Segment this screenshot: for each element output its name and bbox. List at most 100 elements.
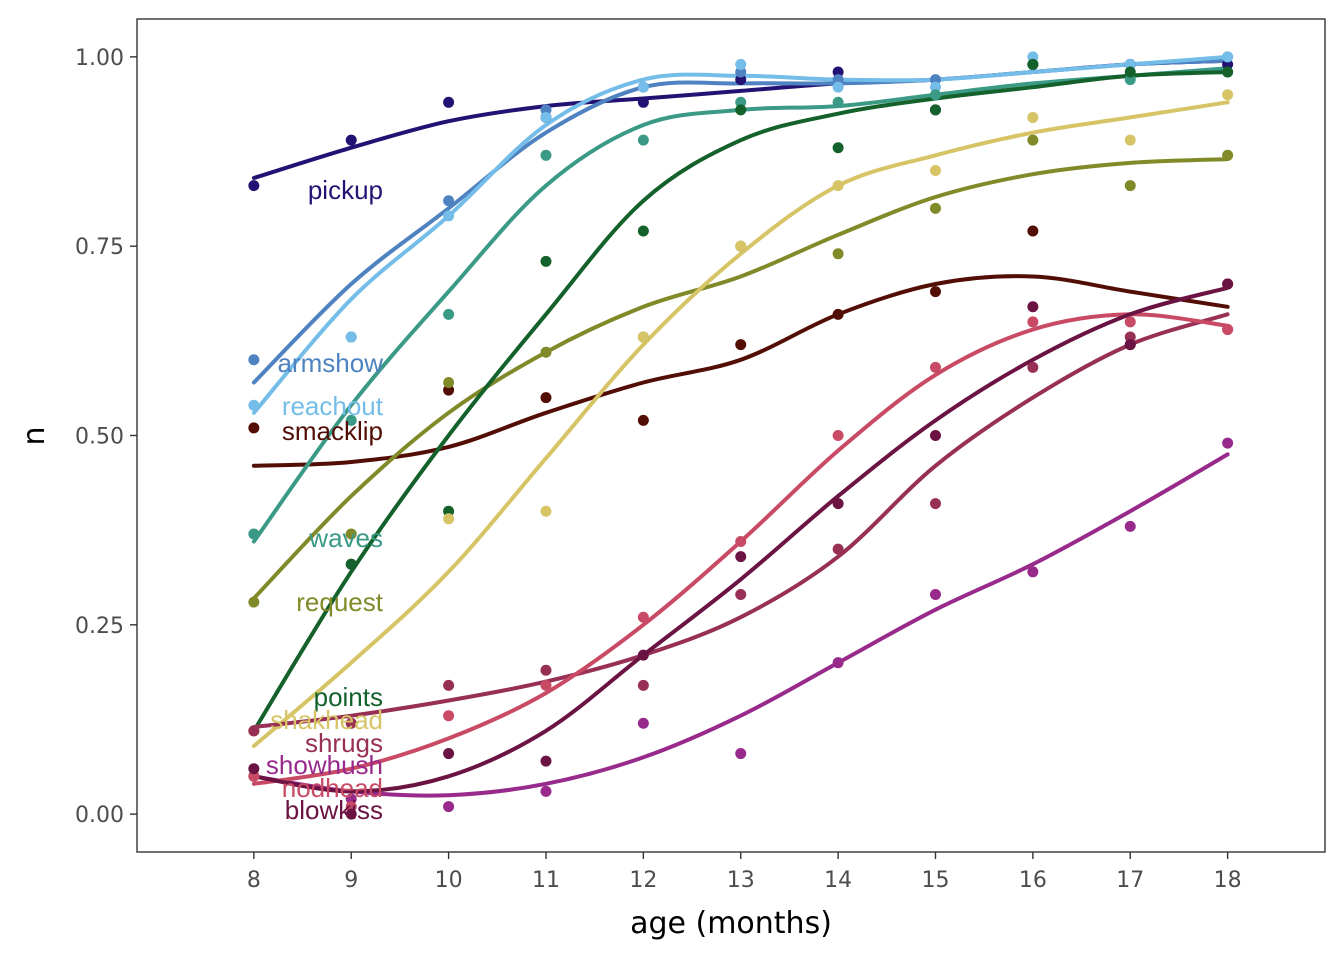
data-point-request [248,596,260,608]
data-point-blowkiss [248,763,260,775]
data-point-blowkiss [1027,301,1039,313]
data-point-shrugs [540,664,552,676]
data-point-armshow [929,74,941,86]
data-point-waves [735,96,747,108]
data-point-smacklip [540,392,552,404]
data-point-reachout [929,81,941,93]
data-point-points [832,142,844,154]
x-tick-label: 9 [344,868,358,893]
series-label-smacklip: smacklip [282,416,383,446]
data-point-waves [637,134,649,146]
data-point-request [345,528,357,540]
data-point-blowkiss [1222,278,1234,290]
data-point-shakhead [443,513,455,525]
data-point-blowkiss [832,498,844,510]
data-point-nodhead [345,801,357,813]
y-tick-label: 0.00 [75,803,124,828]
x-tick-label: 15 [921,868,949,893]
data-point-showhush [540,785,552,797]
data-point-armshow [540,104,552,116]
data-point-blowkiss [637,649,649,661]
data-point-reachout [735,58,747,70]
data-point-reachout [1222,51,1234,63]
data-point-armshow [832,74,844,86]
data-point-armshow [248,354,260,366]
data-point-shrugs [248,725,260,737]
data-point-armshow [735,66,747,78]
data-point-reachout [832,81,844,93]
data-point-smacklip [929,286,941,298]
x-tick-label: 10 [435,868,463,893]
data-point-shrugs [1124,331,1136,343]
series-line-shrugs [251,312,1230,729]
x-tick-label: 18 [1214,868,1242,893]
data-point-shrugs [637,679,649,691]
data-point-shrugs [443,679,455,691]
data-point-points [540,255,552,267]
series-label-blowkiss: blowkiss [285,795,383,825]
smooth-lines [251,54,1230,798]
x-tick-label: 12 [629,868,657,893]
y-tick-label: 0.50 [75,425,124,450]
data-point-shrugs [832,543,844,555]
x-tick-label: 13 [727,868,755,893]
data-point-showhush [1124,520,1136,532]
data-point-nodhead [832,430,844,441]
data-point-nodhead [540,679,552,691]
series-line-showhush [251,452,1230,798]
data-point-request [929,202,941,214]
data-point-showhush [1222,437,1234,449]
series-label-pickup: pickup [308,175,383,205]
data-point-reachout [345,331,357,343]
x-axis-title: age (months) [630,906,832,941]
series-label-showhush: showhush [266,750,383,780]
series-label-armshow: armshow [278,348,384,378]
data-point-pickup [345,134,357,146]
data-point-points [1222,66,1234,78]
x-tick-label: 8 [247,868,261,893]
y-axis-title: n [17,426,52,445]
data-point-reachout [443,210,455,222]
x-axis: 8 9 10 11 12 13 14 15 16 17 18 [247,852,1242,893]
data-point-showhush [735,748,747,760]
data-point-smacklip [832,308,844,320]
series-line-shakhead [251,100,1230,748]
data-point-points [637,225,649,237]
x-tick-label: 14 [824,868,852,893]
series-line-smacklip [251,274,1230,468]
data-point-blowkiss [735,551,747,563]
data-point-nodhead [1124,316,1136,328]
series-line-waves [251,66,1230,544]
series-line-points [251,70,1230,733]
data-point-points [345,558,357,570]
data-point-pickup [735,74,747,86]
data-point-reachout [540,111,552,123]
data-point-smacklip [735,339,747,351]
data-point-waves [248,528,260,540]
data-point-pickup [248,180,260,192]
data-point-showhush [443,801,455,813]
data-point-nodhead [248,770,260,782]
data-point-reachout [637,81,649,93]
data-point-reachout [248,399,260,411]
data-point-waves [345,414,357,426]
data-point-smacklip [637,414,649,426]
data-point-showhush [832,657,844,669]
data-point-showhush [1027,566,1039,578]
data-point-nodhead [637,611,649,623]
data-point-shakhead [540,505,552,517]
series-label-points: points [314,682,383,712]
data-point-shakhead [929,164,941,176]
series-line-blowkiss [251,285,1230,794]
data-point-showhush [345,793,357,805]
data-point-shakhead [1027,111,1039,123]
y-tick-label: 1.00 [75,46,124,71]
data-point-nodhead [929,361,941,373]
series-label-request: request [296,587,383,617]
data-point-shrugs [1027,361,1039,373]
series-label-nodhead: nodhead [282,773,383,803]
data-point-blowkiss [1124,339,1136,351]
data-point-shrugs [345,717,357,729]
